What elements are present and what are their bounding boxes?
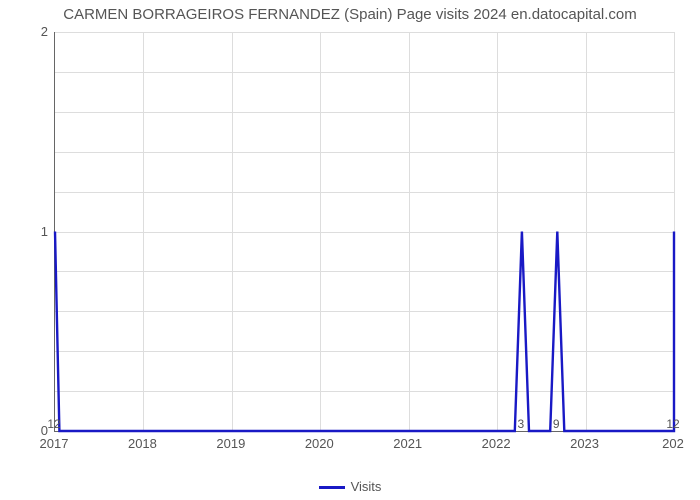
legend-swatch — [319, 486, 345, 489]
plot-area — [54, 32, 674, 432]
point-label: 3 — [518, 417, 525, 431]
legend-label: Visits — [351, 479, 382, 494]
x-tick: 2022 — [482, 436, 511, 451]
y-tick: 2 — [8, 24, 48, 39]
x-tick: 2020 — [305, 436, 334, 451]
x-tick: 2021 — [393, 436, 422, 451]
point-label: 9 — [553, 417, 560, 431]
legend: Visits — [0, 479, 700, 494]
x-tick: 2023 — [570, 436, 599, 451]
x-tick-clipped: 202 — [662, 436, 684, 451]
chart-title: CARMEN BORRAGEIROS FERNANDEZ (Spain) Pag… — [0, 6, 700, 23]
series-line — [55, 32, 674, 431]
x-tick: 2017 — [40, 436, 69, 451]
chart-container: { "chart": { "type": "line", "title": "C… — [0, 0, 700, 500]
point-label: 12 — [47, 417, 60, 431]
x-tick: 2018 — [128, 436, 157, 451]
y-tick: 1 — [8, 224, 48, 239]
point-label: 12 — [666, 417, 679, 431]
x-tick: 2019 — [216, 436, 245, 451]
